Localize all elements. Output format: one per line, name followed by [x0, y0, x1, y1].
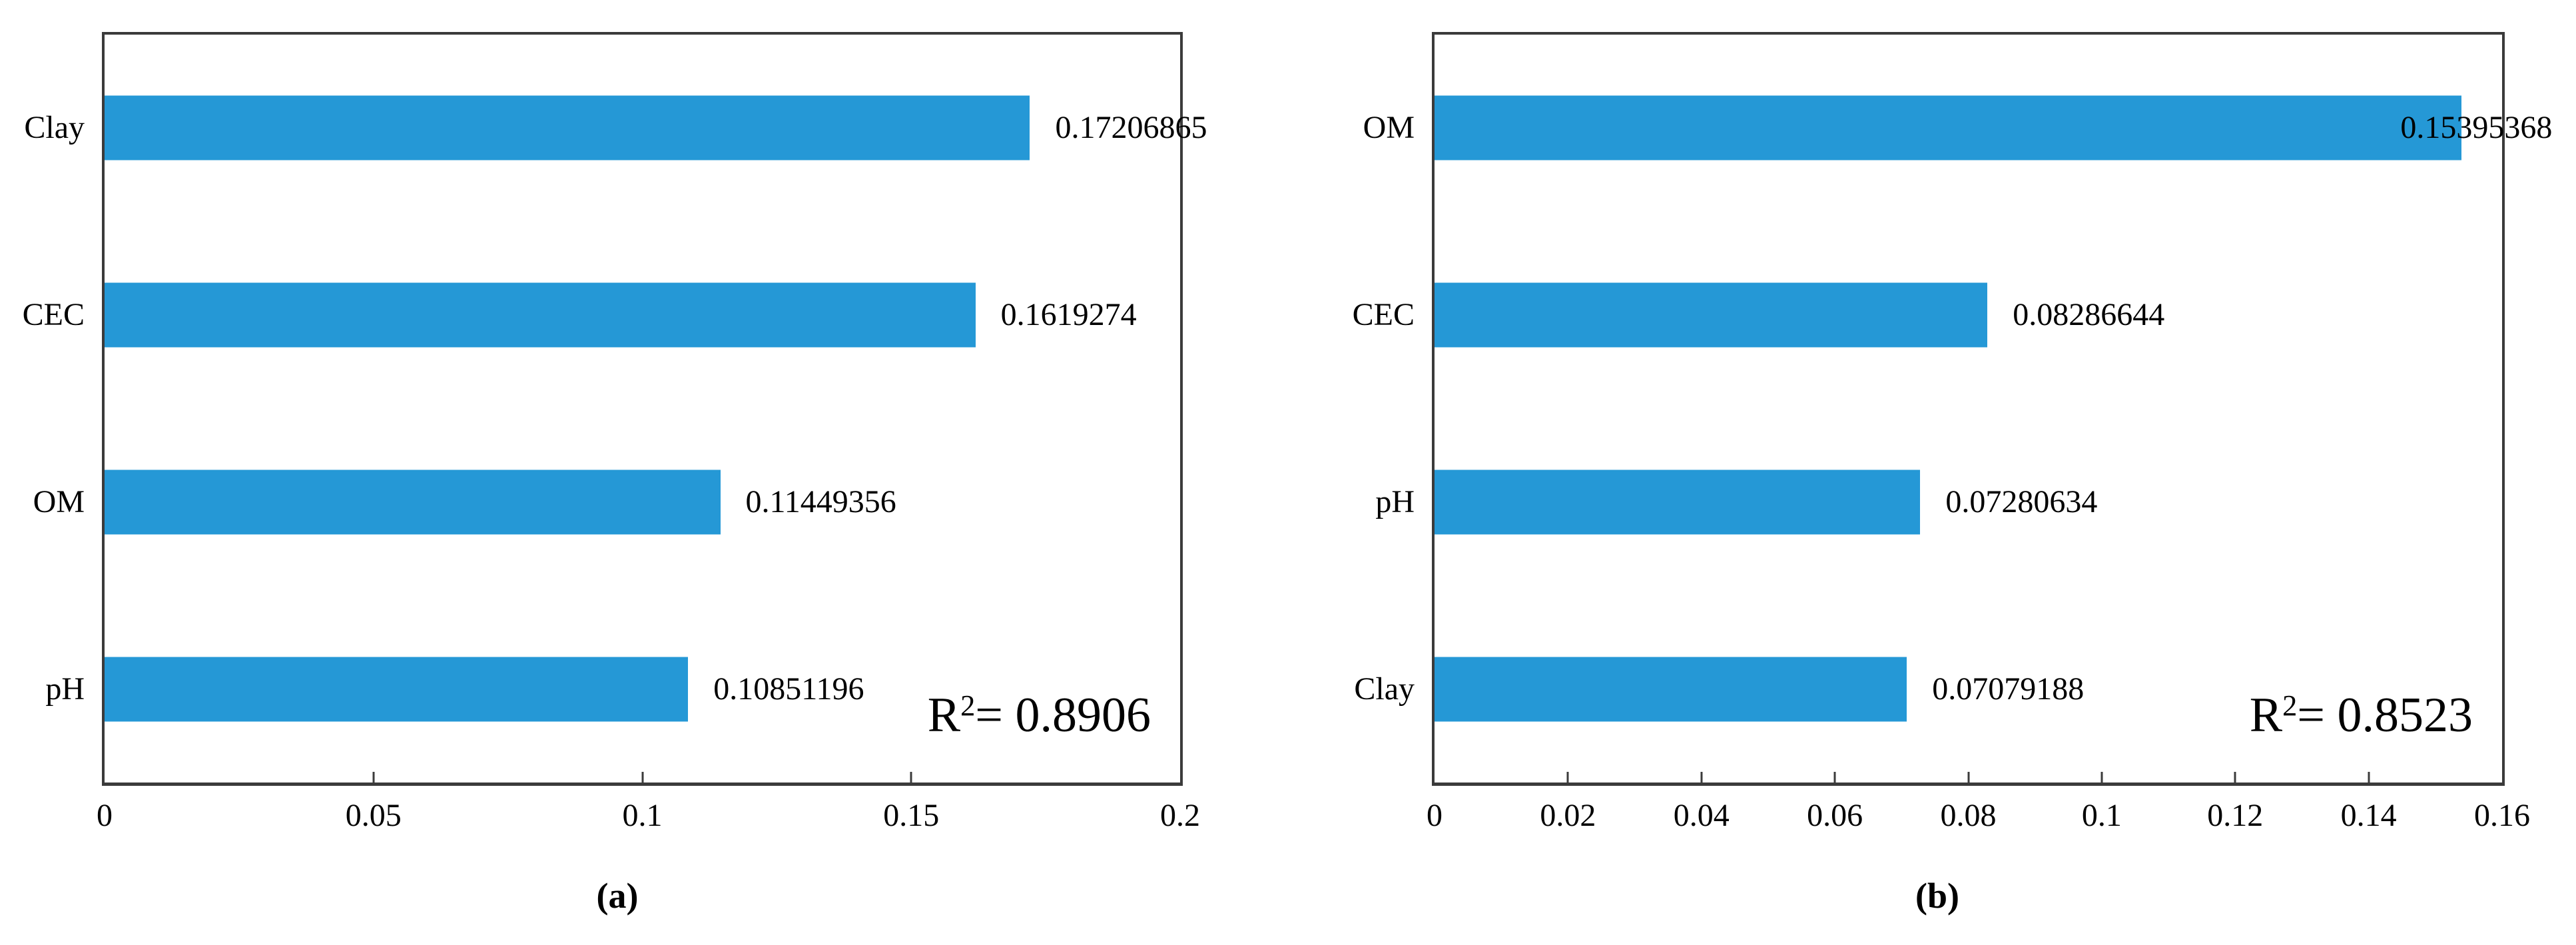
value-label: 0.17206865 [1055, 110, 1207, 146]
value-label: 0.1619274 [1000, 297, 1137, 333]
x-axis-tick [1967, 772, 1969, 783]
bar-chart-panel-b: R2= 0.8523 OM 0.15395368 CEC 0.08286644 pH 0.… [1330, 0, 2552, 945]
category-label: OM [1363, 110, 1415, 146]
category-band: Clay 0.07079188 [1354, 595, 2502, 783]
category-band: CEC 0.08286644 [1353, 222, 2502, 409]
r-squared-value: = 0.8906 [975, 688, 1151, 743]
category-label: OM [33, 483, 85, 519]
x-axis-tick-label: 0.08 [1940, 798, 1997, 833]
category-band: pH 0.07280634 [1375, 409, 2502, 596]
x-axis-tick [1566, 772, 1569, 783]
plot-area-a: R2= 0.8906 Clay 0.17206865 CEC 0.1619274 OM 0… [23, 32, 1207, 832]
category-label: CEC [1352, 297, 1415, 333]
x-axis-tick [641, 772, 643, 783]
value-label: 0.11449356 [745, 483, 896, 519]
r-squared-base: R [927, 688, 961, 743]
category-label: pH [1375, 483, 1415, 519]
x-axis-tick-label: 0.12 [2207, 798, 2264, 833]
x-axis-tick [1700, 772, 1703, 783]
x-axis-tick-label: 0.1 [622, 798, 663, 833]
bar-chart-panel-a: R2= 0.8906 Clay 0.17206865 CEC 0.1619274 OM 0… [0, 0, 1235, 945]
value-label: 0.15395368 [2400, 110, 2553, 146]
bar [105, 470, 721, 535]
r-squared-annotation: R2= 0.8906 [927, 688, 1151, 743]
bar [1435, 95, 2462, 160]
category-band: Clay 0.17206865 [24, 35, 1207, 222]
value-label: 0.07079188 [1932, 671, 2085, 707]
x-axis-tick [372, 772, 375, 783]
category-label: pH [45, 671, 85, 707]
x-axis-tick [1833, 772, 1836, 783]
x-axis-tick-label: 0.1 [2081, 798, 2122, 833]
x-axis-tick [2234, 772, 2236, 783]
x-axis-tick-label: 0.04 [1673, 798, 1730, 833]
r-squared-exponent: 2 [2282, 688, 2298, 722]
category-band: CEC 0.1619274 [23, 222, 1180, 409]
x-axis-tick [2368, 772, 2370, 783]
bar [105, 657, 689, 722]
category-band: OM 0.15395368 [1363, 35, 2552, 222]
bar [1435, 657, 1907, 722]
x-axis-tick-label: 0.14 [2340, 798, 2397, 833]
category-label: Clay [24, 110, 85, 146]
panel-caption: (b) [1915, 876, 1959, 916]
value-label: 0.08286644 [2013, 297, 2165, 333]
x-axis-tick-label: 0.2 [1160, 798, 1200, 833]
x-axis-tick [2100, 772, 2103, 783]
r-squared-exponent: 2 [960, 688, 976, 722]
x-axis-tick-label: 0.05 [345, 798, 402, 833]
bar [105, 282, 976, 348]
r-squared-annotation: R2= 0.8523 [2249, 688, 2473, 743]
category-band: pH 0.10851196 [45, 595, 1180, 783]
bar [1435, 470, 1921, 535]
plot-area-b: R2= 0.8523 OM 0.15395368 CEC 0.08286644 pH 0.… [1353, 32, 2552, 832]
category-label: Clay [1354, 671, 1415, 707]
category-label: CEC [22, 297, 85, 333]
x-axis-tick-label: 0.15 [883, 798, 940, 833]
r-squared-base: R [2249, 688, 2283, 743]
x-axis-tick-label: 0.06 [1807, 798, 1863, 833]
value-label: 0.07280634 [1945, 483, 2098, 519]
x-axis-tick [910, 772, 912, 783]
x-axis-tick-label: 0 [1427, 798, 1443, 833]
value-label: 0.10851196 [713, 671, 864, 707]
x-axis-tick-label: 0 [97, 798, 113, 833]
panel-caption: (a) [596, 876, 639, 916]
x-axis-tick-label: 0.02 [1540, 798, 1596, 833]
bar [105, 95, 1030, 160]
bar [1435, 282, 1988, 348]
x-axis-tick-label: 0.16 [2474, 798, 2530, 833]
category-band: OM 0.11449356 [33, 409, 1180, 596]
r-squared-value: = 0.8523 [2297, 688, 2473, 743]
